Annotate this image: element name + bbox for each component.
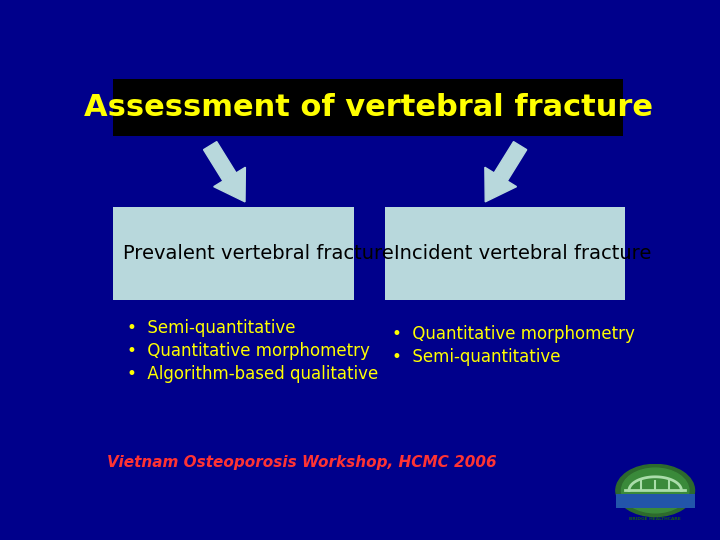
Text: •  Algorithm-based qualitative: • Algorithm-based qualitative — [127, 366, 379, 383]
Text: •  Quantitative morphometry: • Quantitative morphometry — [392, 325, 635, 343]
Circle shape — [616, 464, 695, 517]
Text: Assessment of vertebral fracture: Assessment of vertebral fracture — [84, 93, 653, 122]
Polygon shape — [485, 167, 516, 202]
Bar — [616, 494, 695, 508]
Polygon shape — [494, 141, 527, 181]
Text: BRIDGE HEALTHCARE: BRIDGE HEALTHCARE — [629, 517, 681, 521]
Text: •  Semi-quantitative: • Semi-quantitative — [392, 348, 561, 367]
Text: Incident vertebral fracture: Incident vertebral fracture — [394, 244, 651, 263]
Text: Vietnam Osteoporosis Workshop, HCMC 2006: Vietnam Osteoporosis Workshop, HCMC 2006 — [107, 455, 497, 470]
Bar — [113, 207, 354, 300]
Text: •  Quantitative morphometry: • Quantitative morphometry — [127, 342, 370, 360]
Circle shape — [621, 468, 689, 513]
Bar — [113, 79, 624, 137]
Text: Prevalent vertebral fracture: Prevalent vertebral fracture — [122, 244, 393, 263]
Bar — [384, 207, 625, 300]
Polygon shape — [214, 167, 246, 202]
Polygon shape — [204, 141, 236, 181]
Text: •  Semi-quantitative: • Semi-quantitative — [127, 319, 296, 337]
